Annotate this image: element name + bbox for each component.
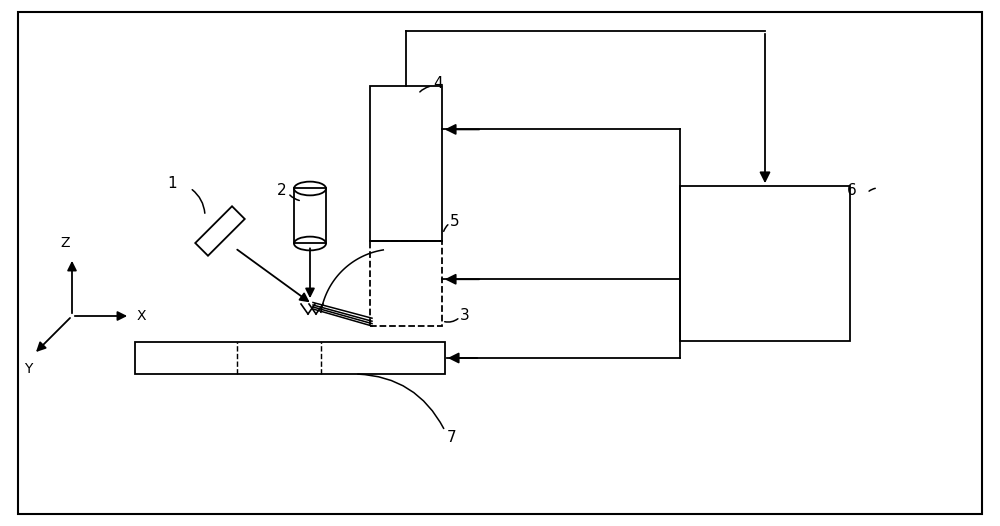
Bar	[680, 186, 850, 341]
Bar	[135, 342, 445, 374]
Text: X: X	[137, 309, 146, 323]
Text: 1: 1	[167, 177, 177, 191]
Text: 4: 4	[433, 76, 443, 92]
Text: Y: Y	[24, 362, 32, 376]
Text: 2: 2	[277, 184, 287, 198]
Text: 3: 3	[460, 309, 470, 323]
Text: 7: 7	[447, 430, 457, 446]
Text: 6: 6	[847, 184, 857, 198]
Text: 5: 5	[450, 214, 460, 228]
Bar	[370, 241, 442, 326]
Bar	[370, 86, 442, 241]
Bar	[294, 188, 326, 244]
Text: Z: Z	[60, 236, 70, 250]
